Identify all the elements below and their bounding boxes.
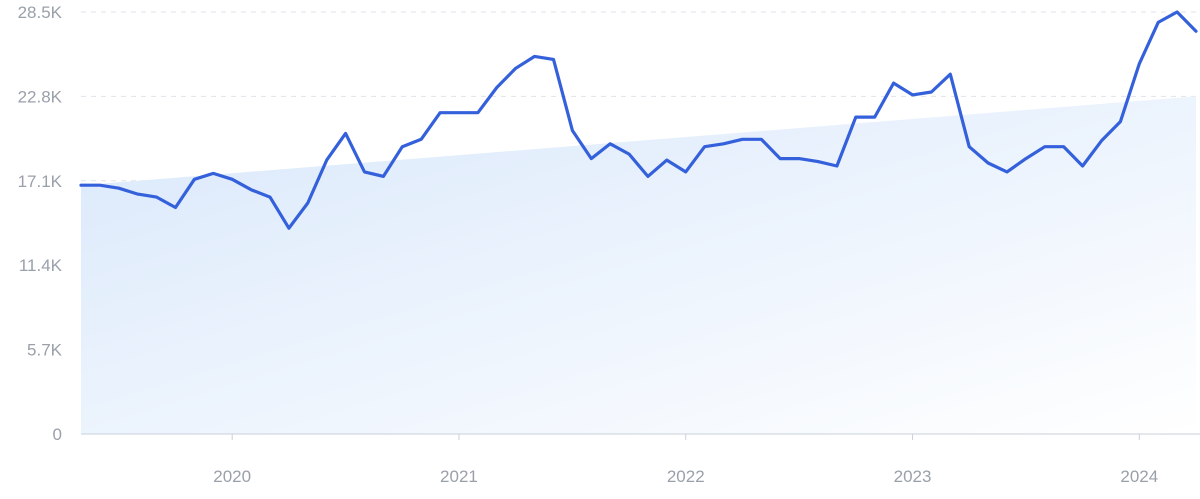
data-point bbox=[420, 138, 423, 141]
y-tick-label: 11.4K bbox=[19, 256, 63, 275]
data-point bbox=[155, 196, 158, 199]
data-point bbox=[911, 93, 914, 96]
x-tick-label: 2020 bbox=[213, 467, 251, 486]
data-point bbox=[760, 138, 763, 141]
data-point bbox=[306, 201, 309, 204]
data-point bbox=[854, 116, 857, 119]
data-point bbox=[968, 145, 971, 148]
data-point bbox=[363, 170, 366, 173]
data-point bbox=[439, 111, 442, 114]
data-point bbox=[552, 58, 555, 61]
data-point bbox=[193, 178, 196, 181]
data-point bbox=[1043, 145, 1046, 148]
data-point bbox=[174, 206, 177, 209]
y-tick-label: 17.1K bbox=[18, 172, 63, 191]
data-point bbox=[514, 67, 517, 70]
data-point bbox=[779, 157, 782, 160]
data-point bbox=[533, 55, 536, 58]
trend-area bbox=[81, 96, 1196, 435]
data-point bbox=[117, 187, 120, 190]
data-point bbox=[1024, 157, 1027, 160]
data-point bbox=[873, 116, 876, 119]
data-point bbox=[1176, 10, 1179, 13]
data-point bbox=[287, 227, 290, 230]
data-point bbox=[571, 129, 574, 132]
data-point bbox=[476, 111, 479, 114]
y-tick-label: 28.5K bbox=[18, 3, 63, 22]
data-point bbox=[212, 172, 215, 175]
data-point bbox=[609, 142, 612, 145]
data-point bbox=[987, 161, 990, 164]
data-point bbox=[1157, 21, 1160, 24]
y-tick-label: 22.8K bbox=[18, 87, 63, 106]
y-axis-ticks: 0 5.7K 11.4K 17.1K 22.8K 28.5K bbox=[18, 3, 63, 444]
data-point bbox=[344, 132, 347, 135]
data-point bbox=[250, 188, 253, 191]
series-line bbox=[79, 10, 1198, 230]
data-point bbox=[646, 175, 649, 178]
data-point bbox=[231, 178, 234, 181]
data-point bbox=[684, 170, 687, 173]
data-point bbox=[798, 157, 801, 160]
x-tick-label: 2022 bbox=[667, 467, 705, 486]
x-tick-label: 2021 bbox=[440, 467, 478, 486]
data-point bbox=[382, 175, 385, 178]
data-point bbox=[590, 157, 593, 160]
data-point bbox=[628, 153, 631, 156]
data-point bbox=[1100, 139, 1103, 142]
data-point bbox=[457, 111, 460, 114]
data-point bbox=[1062, 145, 1065, 148]
data-point bbox=[1194, 30, 1197, 33]
data-point bbox=[703, 145, 706, 148]
data-point bbox=[268, 196, 271, 199]
data-point bbox=[79, 184, 82, 187]
data-point bbox=[892, 82, 895, 85]
data-point bbox=[401, 145, 404, 148]
data-point bbox=[1138, 62, 1141, 65]
data-point bbox=[1081, 164, 1084, 167]
data-point bbox=[835, 164, 838, 167]
y-tick-label: 0 bbox=[53, 425, 62, 444]
x-axis-ticks: 2020 2021 2022 2023 2024 bbox=[213, 434, 1158, 486]
data-point bbox=[1119, 120, 1122, 123]
data-point bbox=[98, 184, 101, 187]
data-point bbox=[816, 160, 819, 163]
data-point bbox=[665, 159, 668, 162]
y-tick-label: 5.7K bbox=[27, 341, 63, 360]
data-point bbox=[930, 90, 933, 93]
x-tick-label: 2023 bbox=[894, 467, 932, 486]
x-tick-label: 2024 bbox=[1120, 467, 1158, 486]
data-point bbox=[741, 138, 744, 141]
data-point bbox=[495, 86, 498, 89]
data-point bbox=[136, 193, 139, 196]
data-point bbox=[325, 159, 328, 162]
series bbox=[79, 10, 1198, 230]
data-point bbox=[1005, 170, 1008, 173]
data-point bbox=[722, 142, 725, 145]
data-point bbox=[949, 73, 952, 76]
